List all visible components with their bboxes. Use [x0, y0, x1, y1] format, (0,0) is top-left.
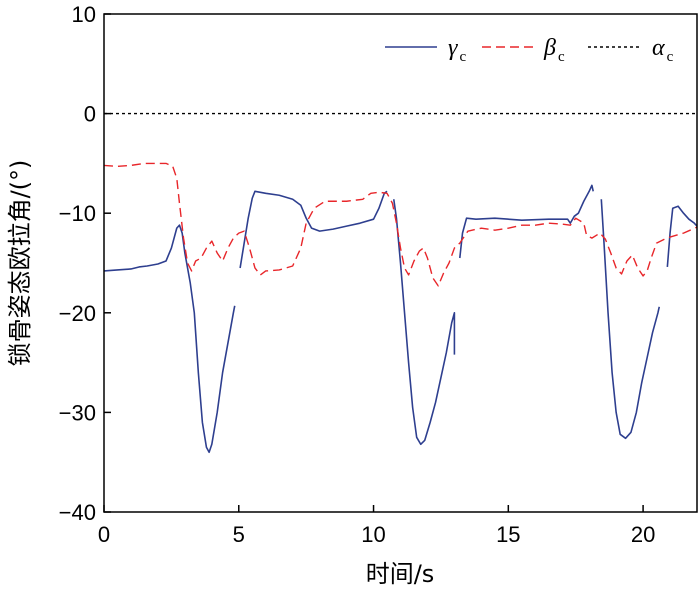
y-tick-label: −30 [59, 400, 96, 425]
plot-frame [103, 13, 698, 513]
y-tick-label: −20 [59, 301, 96, 326]
y-axis: 10 0 −10 −20 −30 −40 [59, 2, 111, 525]
series-line [392, 199, 456, 446]
x-tick-label: 5 [233, 522, 245, 547]
y-axis-label: 锁骨姿态欧拉角/(°) [6, 160, 34, 367]
x-tick-label: 0 [98, 522, 110, 547]
x-tick-label: 20 [631, 522, 655, 547]
series-line [239, 190, 388, 269]
series-0 [104, 184, 697, 454]
y-tick-label: 0 [84, 102, 96, 127]
series-line [104, 224, 236, 454]
series-line [459, 184, 595, 259]
y-tick-label: −40 [59, 500, 96, 525]
series-line [104, 162, 697, 287]
x-tick-label: 10 [361, 522, 385, 547]
series-layer [104, 112, 697, 454]
x-tick-label: 15 [496, 522, 520, 547]
series-line [600, 199, 661, 440]
x-axis: 0 5 10 15 20 [98, 505, 655, 547]
x-axis-label: 时间/s [366, 560, 435, 588]
series-line [666, 205, 697, 268]
y-tick-label: 10 [72, 2, 96, 27]
y-tick-label: −10 [59, 201, 96, 226]
series-1 [104, 162, 697, 287]
